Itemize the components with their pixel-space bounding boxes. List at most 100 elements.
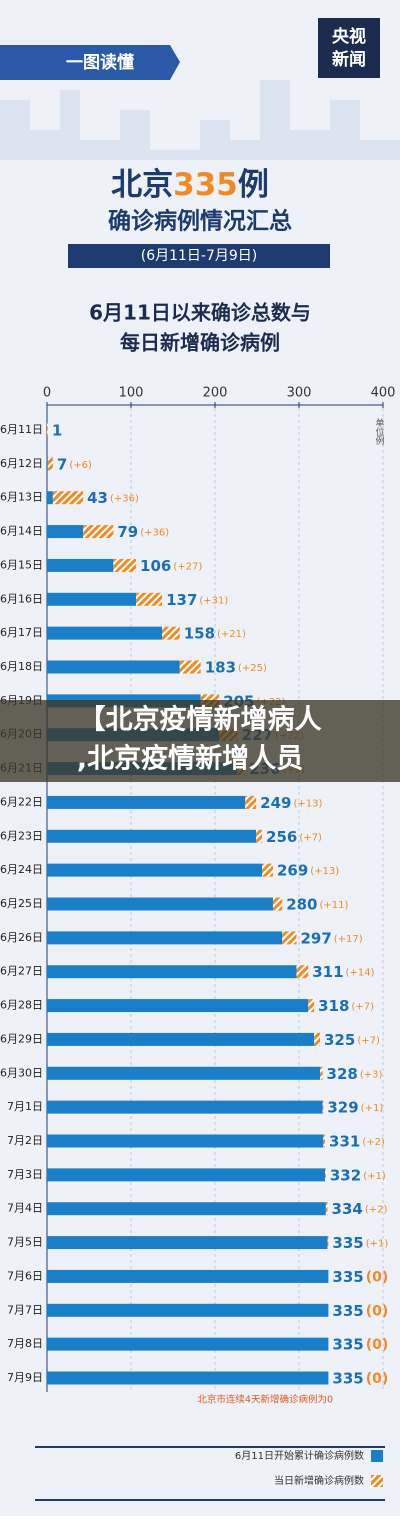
new-cases-bar <box>162 626 180 640</box>
new-cases-bar <box>136 592 163 606</box>
increment-label: (+13) <box>293 798 322 809</box>
y-tick-label: 6月25日 <box>0 897 43 910</box>
increment-label: (+2) <box>365 1205 388 1216</box>
increment-label: (+7) <box>357 1035 380 1046</box>
total-label: 1 <box>52 422 62 440</box>
cumulative-bar <box>47 1202 326 1216</box>
banner <box>0 700 400 782</box>
total-label: 318 <box>318 997 349 1015</box>
increment-label: (+3) <box>360 1069 383 1080</box>
new-cases-bar <box>296 965 309 979</box>
y-tick-label: 7月1日 <box>7 1100 43 1113</box>
increment-label: (+21) <box>217 629 246 640</box>
total-label: 331 <box>329 1133 360 1151</box>
total-label: 7 <box>57 455 67 473</box>
increment-label: (0) <box>366 1303 389 1319</box>
increment-label: (+7) <box>299 832 322 843</box>
y-tick-label: 6月26日 <box>0 931 43 944</box>
y-tick-label: 7月6日 <box>7 1269 43 1282</box>
y-tick-label: 7月7日 <box>7 1303 43 1316</box>
logo-text: 央视 <box>332 26 366 47</box>
total-label: 335 <box>332 1302 363 1320</box>
skyline <box>0 80 400 160</box>
cumulative-bar <box>47 1066 320 1080</box>
cumulative-bar <box>47 1303 329 1317</box>
cumulative-bar <box>47 1168 326 1182</box>
new-cases-bar <box>47 457 53 471</box>
y-tick-label: 6月12日 <box>0 457 43 470</box>
cumulative-bar <box>47 1337 329 1351</box>
x-tick-label: 0 <box>43 386 51 401</box>
total-label: 269 <box>277 862 308 880</box>
total-label: 249 <box>260 794 291 812</box>
new-cases-bar <box>325 1202 328 1216</box>
new-cases-bar <box>262 863 273 877</box>
cumulative-bar <box>47 491 53 505</box>
increment-label: (+1) <box>366 1239 389 1250</box>
x-tick-label: 100 <box>119 386 144 401</box>
total-label: 328 <box>327 1065 358 1083</box>
period: (6月11日-7月9日) <box>141 248 258 264</box>
new-cases-bar <box>113 558 137 572</box>
new-cases-bar <box>83 525 114 539</box>
new-cases-bar <box>245 795 257 809</box>
total-label: 325 <box>324 1031 355 1049</box>
total-label: 311 <box>312 963 343 981</box>
title-part: 例 <box>238 167 269 203</box>
increment-label: (+1) <box>361 1103 384 1114</box>
y-tick-label: 6月22日 <box>0 795 43 808</box>
new-cases-bar <box>272 897 283 911</box>
cumulative-bar <box>47 525 84 539</box>
new-cases-bar <box>256 829 263 843</box>
total-label: 335 <box>332 1234 363 1252</box>
increment-label: (+36) <box>140 528 169 539</box>
note: 北京市连续4天新增确诊病例为0 <box>197 1394 333 1406</box>
cumulative-bar <box>47 999 309 1013</box>
total-label: 334 <box>332 1200 363 1218</box>
y-tick-label: 6月30日 <box>0 1066 43 1079</box>
y-tick-label: 6月13日 <box>0 491 43 504</box>
new-cases-bar <box>325 1168 326 1182</box>
y-tick-label: 6月15日 <box>0 558 43 571</box>
x-tick-label: 200 <box>203 386 228 401</box>
y-tick-label: 6月29日 <box>0 1032 43 1045</box>
new-cases-bar <box>179 660 201 674</box>
x-tick-label: 300 <box>287 386 312 401</box>
total-label: 329 <box>327 1099 358 1117</box>
y-tick-label: 6月14日 <box>0 525 43 538</box>
y-tick-label: 7月9日 <box>7 1371 43 1384</box>
cumulative-bar <box>47 1100 323 1114</box>
ribbon-text: 一图读懂 <box>66 52 134 73</box>
cumulative-bar <box>47 558 114 572</box>
y-tick-label: 6月28日 <box>0 999 43 1012</box>
subtitle: 确诊病例情况汇总 <box>108 208 292 235</box>
increment-label: (+13) <box>310 866 339 877</box>
new-cases-bar <box>52 491 84 505</box>
cumulative-bar <box>47 1236 328 1250</box>
new-cases-bar <box>320 1066 323 1080</box>
new-cases-bar <box>314 1032 320 1046</box>
cumulative-bar <box>47 931 283 945</box>
ribbon <box>0 45 180 80</box>
y-tick-label: 7月3日 <box>7 1168 43 1181</box>
total-label: 79 <box>117 523 138 541</box>
title-part: 北京 <box>111 167 173 203</box>
increment-label: (+6) <box>69 460 92 471</box>
cumulative-bar <box>47 897 273 911</box>
total-label: 297 <box>300 929 331 947</box>
increment-label: (+14) <box>346 968 375 979</box>
y-tick-label: 6月27日 <box>0 965 43 978</box>
new-cases-bar <box>282 931 297 945</box>
increment-label: (+7) <box>351 1002 374 1013</box>
increment-label: (+11) <box>320 900 349 911</box>
total-label: 183 <box>205 659 236 677</box>
increment-label: (0) <box>366 1371 389 1387</box>
cumulative-bar <box>47 829 257 843</box>
increment-label: (+17) <box>334 934 363 945</box>
total-label: 106 <box>140 557 171 575</box>
legend-label: 当日新增确诊病例数 <box>274 1474 364 1487</box>
legend-label: 6月11日开始累计确诊病例数 <box>235 1449 364 1462</box>
